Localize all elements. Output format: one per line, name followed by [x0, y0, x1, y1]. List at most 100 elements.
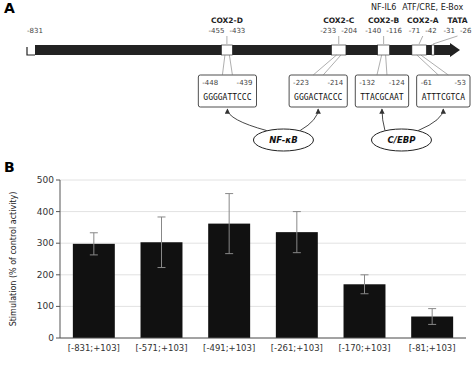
- error-bar-cap: [293, 252, 301, 253]
- y-axis-line: [60, 180, 61, 338]
- error-bar: [225, 194, 233, 254]
- site-start-label: -132: [359, 79, 375, 87]
- site-connector: [421, 55, 448, 75]
- position-label: -26: [460, 27, 472, 35]
- sequence: GGGACTACCC: [294, 93, 342, 102]
- position-label: -140: [365, 27, 381, 35]
- error-bar-cap: [158, 216, 166, 217]
- position-label: -31: [444, 27, 455, 35]
- site-end-label: -439: [237, 79, 253, 87]
- error-bar-stem: [364, 275, 365, 294]
- grid-line: [60, 211, 466, 212]
- y-tick: [56, 211, 60, 212]
- error-bar-cap: [428, 308, 436, 309]
- factor-label: NF-κB: [269, 135, 298, 145]
- error-bar-cap: [90, 232, 98, 233]
- error-bar-cap: [90, 254, 98, 255]
- y-tick: [56, 306, 60, 307]
- binding-arrow: [227, 109, 267, 131]
- grid-line: [60, 180, 466, 181]
- grid-line: [60, 306, 466, 307]
- y-tick: [56, 274, 60, 275]
- error-bar: [293, 212, 301, 253]
- site-annotation: NF-IL6: [371, 3, 396, 12]
- sequence: GGGGATTCCC: [203, 93, 251, 102]
- grid-line: [60, 338, 466, 339]
- y-tick-label: 0: [48, 333, 54, 343]
- binding-arrow: [300, 109, 318, 131]
- site-connector: [323, 55, 341, 75]
- figure: ANF-IL6ATF/CRE, E-BoxCOX2-D-455-433COX2-…: [0, 0, 474, 367]
- label-leader: [383, 36, 384, 44]
- y-tick: [56, 338, 60, 339]
- error-bar-stem: [229, 194, 230, 254]
- x-tick-label: [-170;+103]: [338, 343, 390, 353]
- site-end-label: -53: [455, 79, 466, 87]
- label-leader: [338, 36, 339, 44]
- sequence-box: [417, 75, 470, 107]
- site-end-label: -214: [327, 79, 343, 87]
- element-box: [221, 45, 232, 55]
- sequence: ATTTCGTCA: [422, 93, 466, 102]
- x-tick-label: [-81;+103]: [409, 343, 456, 353]
- box-label: COX2-A: [407, 16, 439, 25]
- box-label: COX2-C: [323, 16, 355, 25]
- error-bar: [361, 275, 369, 294]
- gene-arrow: [450, 43, 460, 57]
- y-axis-label: Stimulation (% of control activity): [9, 192, 18, 327]
- error-bar-cap: [293, 211, 301, 212]
- element-box: [432, 45, 434, 55]
- panel-label: A: [4, 0, 15, 16]
- error-bar-cap: [225, 193, 233, 194]
- error-bar-cap: [361, 293, 369, 294]
- y-tick: [56, 180, 60, 181]
- sequence: TTACGCAAT: [360, 93, 404, 102]
- x-tick-label: [-491;+103]: [203, 343, 255, 353]
- sequence-box: [198, 75, 256, 107]
- factor-label: C/EBP: [388, 135, 417, 145]
- sequence-box: [289, 75, 347, 107]
- position-label: -116: [386, 27, 402, 35]
- error-bar-stem: [161, 217, 162, 268]
- label-leader: [419, 36, 423, 44]
- grid-line: [60, 274, 466, 275]
- x-tick-label: [-831;+103]: [68, 343, 120, 353]
- element-box: [412, 45, 426, 55]
- y-tick-label: 400: [37, 207, 54, 217]
- error-bar: [158, 217, 166, 268]
- site-start-label: -223: [293, 79, 309, 87]
- label-leader: [433, 36, 458, 44]
- binding-arrow: [382, 109, 385, 131]
- site-connector: [229, 55, 232, 75]
- error-bar-cap: [225, 253, 233, 254]
- site-connector: [222, 55, 225, 75]
- bar: [73, 244, 115, 338]
- y-tick-label: 100: [37, 301, 54, 311]
- site-start-label: -61: [421, 79, 432, 87]
- gene-bar: [35, 45, 451, 55]
- error-bar: [428, 309, 436, 325]
- site-end-label: -124: [389, 79, 405, 87]
- position-label: -204: [341, 27, 357, 35]
- sequence-box: [355, 75, 408, 107]
- site-annotation: ATF/CRE, E-Box: [402, 3, 463, 12]
- x-axis-line: [60, 338, 466, 339]
- position-label: -433: [229, 27, 245, 35]
- error-bar-stem: [432, 309, 433, 325]
- error-bar-stem: [296, 212, 297, 253]
- factor-ellipse: [253, 129, 313, 151]
- x-tick-label: [-571;+103]: [135, 343, 187, 353]
- box-label: COX2-B: [368, 16, 400, 25]
- site-connector: [377, 55, 382, 75]
- error-bar-cap: [428, 324, 436, 325]
- panel-a: ANF-IL6ATF/CRE, E-BoxCOX2-D-455-433COX2-…: [4, 0, 472, 151]
- y-tick-label: 300: [37, 238, 54, 248]
- error-bar: [90, 233, 98, 255]
- position-label: -71: [409, 27, 420, 35]
- error-bar-cap: [158, 267, 166, 268]
- position-label: -42: [425, 27, 436, 35]
- position-label: -233: [320, 27, 336, 35]
- box-label: TATA: [447, 16, 467, 25]
- element-box: [332, 45, 346, 55]
- panel-b: B0100200300400500[-831;+103][-571;+103][…: [4, 159, 466, 353]
